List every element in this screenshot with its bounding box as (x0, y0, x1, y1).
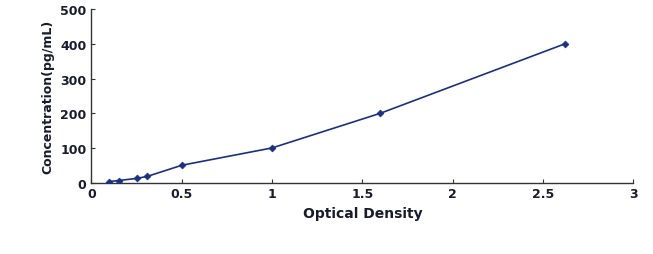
X-axis label: Optical Density: Optical Density (302, 206, 422, 220)
Y-axis label: Concentration(pg/mL): Concentration(pg/mL) (42, 20, 55, 173)
